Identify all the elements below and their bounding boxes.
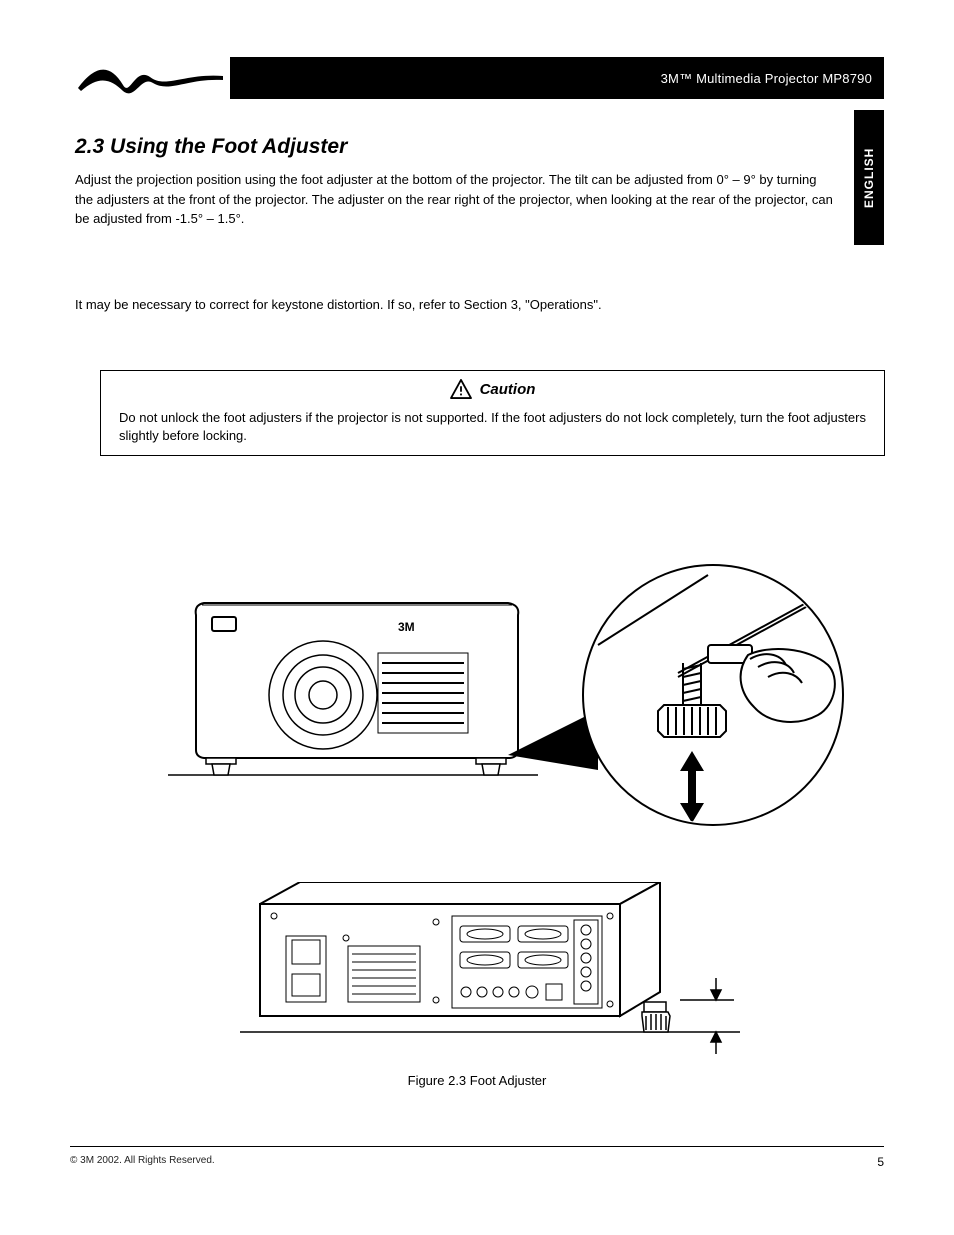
section-title: 2.3 Using the Foot Adjuster: [75, 135, 347, 159]
footer-page-number: 5: [877, 1155, 884, 1169]
language-tab: ENGLISH: [854, 110, 884, 245]
body-paragraph-1: Adjust the projection position using the…: [75, 170, 835, 229]
footer-rule: [70, 1146, 884, 1147]
caution-body: Do not unlock the foot adjusters if the …: [101, 405, 884, 445]
body-paragraph-2: It may be necessary to correct for keyst…: [75, 295, 835, 315]
figure-rear-illustration: [240, 882, 750, 1062]
header-bar: 3M™ Multimedia Projector MP8790: [230, 57, 884, 99]
caution-header: Caution: [101, 371, 884, 405]
caution-box: Caution Do not unlock the foot adjusters…: [100, 370, 885, 456]
footer-copyright: © 3M 2002. All Rights Reserved.: [70, 1155, 215, 1166]
caution-label: Caution: [480, 381, 536, 398]
figure-front-illustration: 3M: [168, 555, 848, 850]
header-product: 3M™ Multimedia Projector MP8790: [661, 71, 872, 86]
logo-swoosh: [75, 55, 225, 95]
language-tab-label: ENGLISH: [862, 147, 876, 207]
svg-text:3M: 3M: [398, 620, 415, 634]
figure-caption: Figure 2.3 Foot Adjuster: [0, 1073, 954, 1088]
warning-icon: [450, 379, 472, 399]
